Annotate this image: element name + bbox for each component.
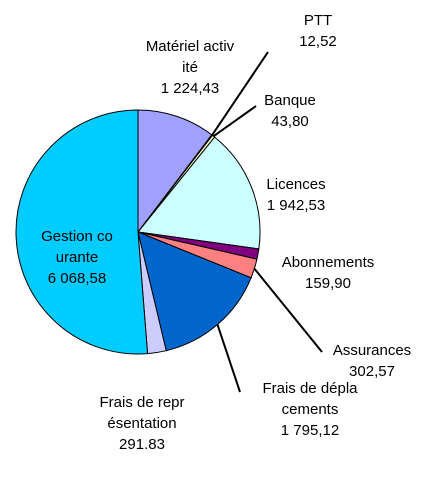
slice-label: Assurances 302,57 (317, 340, 427, 382)
pie-slice (15, 109, 149, 355)
value-label: 159,90 (305, 275, 351, 292)
value-label: 1 942,53 (266, 197, 326, 214)
slice-label: Frais de déplacements 1 795,12 (260, 378, 360, 441)
category-name: Abonnements (281, 254, 375, 271)
category-name: Gestion courante (41, 228, 113, 266)
value-label: 291.83 (119, 436, 165, 453)
pie-slice (137, 231, 252, 352)
slice-label: Abonnements 159,90 (278, 252, 378, 294)
slice-label: Gestion courante 6 068,58 (37, 226, 117, 289)
slice-label: PTT 12,52 (288, 10, 348, 52)
value-label: 1 224,43 (160, 80, 220, 97)
category-name: PTT (303, 12, 333, 29)
pie-slice (137, 136, 261, 250)
leader-line (253, 267, 323, 353)
category-name: Licences (266, 176, 326, 193)
leader-line (211, 51, 269, 136)
value-label: 6 068,58 (47, 270, 107, 287)
slice-label: Frais de représentation 291.83 (96, 392, 188, 455)
value-label: 1 795,12 (280, 422, 340, 439)
value-label: 12,52 (299, 33, 337, 50)
slice-label: Banque 43,80 (255, 90, 325, 132)
value-label: 43,80 (271, 113, 309, 130)
category-name: Frais de représentation (99, 394, 185, 432)
category-name: Banque (264, 92, 316, 109)
slice-label: Matériel activité 1 224,43 (145, 36, 235, 99)
category-name: Assurances (332, 342, 412, 359)
category-name: Frais de déplacements (262, 380, 358, 418)
pie-slice (137, 109, 213, 234)
leader-line (212, 105, 257, 138)
category-name: Matériel activité (145, 38, 235, 76)
value-label: 302,57 (349, 363, 395, 380)
leader-line (216, 324, 241, 393)
slice-label: Licences 1 942,53 (251, 174, 341, 216)
